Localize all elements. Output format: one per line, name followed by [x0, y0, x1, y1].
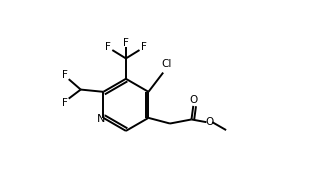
Text: Cl: Cl: [161, 59, 172, 69]
Text: F: F: [105, 42, 110, 52]
Text: F: F: [62, 98, 68, 108]
Text: O: O: [189, 95, 198, 105]
Text: F: F: [123, 38, 129, 48]
Text: F: F: [141, 42, 147, 52]
Text: O: O: [205, 117, 214, 127]
Text: N: N: [97, 114, 105, 124]
Text: F: F: [62, 70, 68, 80]
